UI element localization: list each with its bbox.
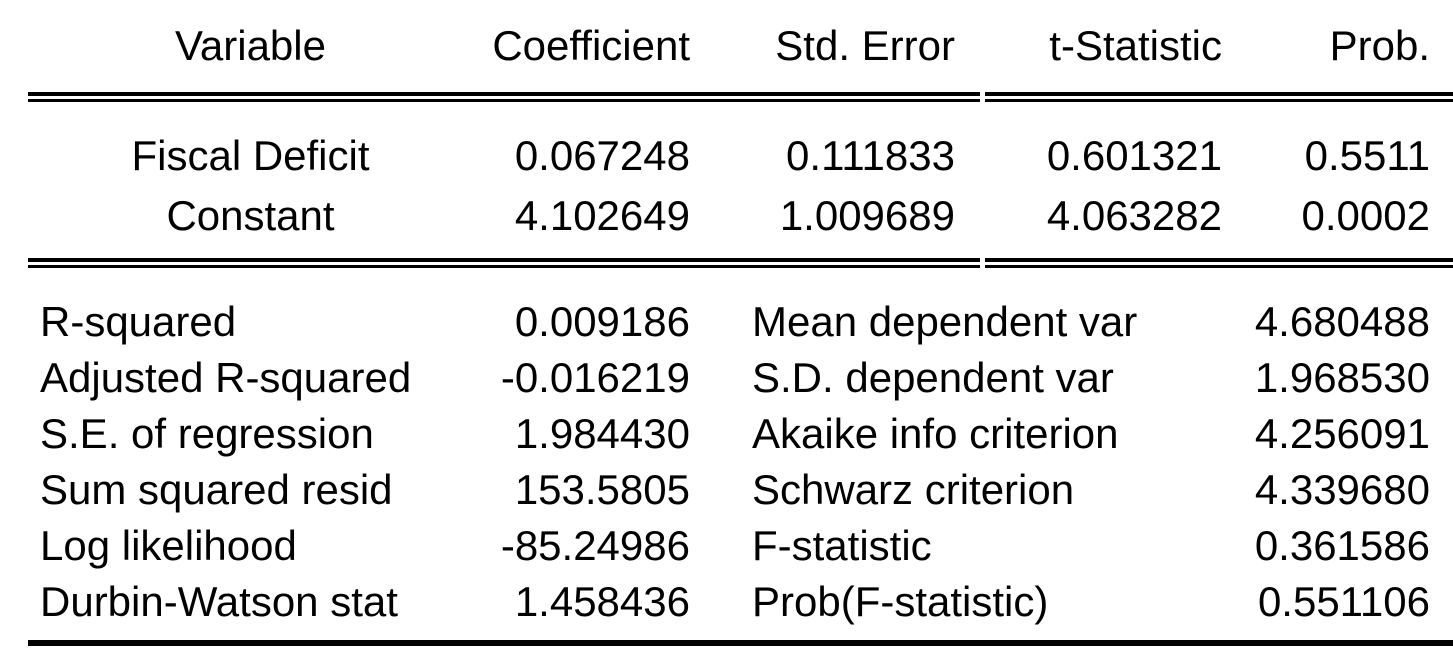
stat-label: Schwarz criterion <box>752 466 1075 513</box>
column-gap <box>690 518 752 574</box>
column-gap <box>690 574 752 630</box>
column-header-t-statistic: t-Statistic <box>1049 22 1222 69</box>
rule-seam <box>980 91 985 103</box>
rule-line <box>28 264 1453 268</box>
cell-std-error: 1.009689 <box>779 192 955 239</box>
stat-value: 153.5805 <box>514 466 690 513</box>
column-gap <box>690 350 752 406</box>
cell-std-error: 0.111833 <box>786 132 955 179</box>
summary-divider-rule <box>28 257 1453 269</box>
stat-value: -0.016219 <box>500 354 690 401</box>
stat-label: R-squared <box>40 298 237 345</box>
stat-value: 4.339680 <box>1254 466 1430 513</box>
column-header-coefficient: Coefficient <box>492 22 690 69</box>
stat-label: Mean dependent var <box>752 298 1138 345</box>
cell-prob: 0.5511 <box>1304 132 1430 179</box>
cell-t-statistic: 4.063282 <box>1046 192 1222 239</box>
coefficient-table-header: Variable Coefficient Std. Error t-Statis… <box>0 0 1453 92</box>
column-header-variable: Variable <box>175 22 326 69</box>
stat-label: S.D. dependent var <box>752 354 1114 401</box>
cell-variable: Constant <box>166 192 335 239</box>
column-header-prob: Prob. <box>1329 22 1430 69</box>
column-header-std-error: Std. Error <box>775 22 955 69</box>
rule-line <box>28 98 1453 102</box>
stat-value: 4.680488 <box>1254 298 1430 345</box>
stat-label: F-statistic <box>752 522 932 569</box>
stat-label: Prob(F-statistic) <box>752 578 1049 625</box>
stat-label: S.E. of regression <box>40 410 374 457</box>
column-gap <box>690 294 752 350</box>
rule-line <box>28 258 1453 262</box>
column-gap <box>690 462 752 518</box>
cell-coefficient: 0.067248 <box>514 132 690 179</box>
stat-value: 1.968530 <box>1254 354 1430 401</box>
stat-value: 0.009186 <box>514 298 690 345</box>
coefficient-table-body: Fiscal Deficit 0.067248 0.111833 0.60132… <box>0 102 1453 258</box>
header-divider-rule <box>28 91 1453 103</box>
stat-label: Log likelihood <box>40 522 297 569</box>
stat-label: Akaike info criterion <box>752 410 1119 457</box>
cell-coefficient: 4.102649 <box>514 192 690 239</box>
cell-t-statistic: 0.601321 <box>1046 132 1222 179</box>
cell-variable: Fiscal Deficit <box>131 132 370 179</box>
bottom-rule <box>28 640 1453 646</box>
stat-value: 0.551106 <box>1257 578 1430 625</box>
stat-value: 1.984430 <box>514 410 690 457</box>
rule-line <box>28 92 1453 96</box>
stat-label: Sum squared resid <box>40 466 393 513</box>
cell-prob: 0.0002 <box>1301 192 1430 239</box>
stat-value: -85.24986 <box>500 522 690 569</box>
rule-seam <box>980 257 985 269</box>
stat-value: 0.361586 <box>1254 522 1430 569</box>
column-gap <box>690 406 752 462</box>
summary-statistics: R-squared 0.009186 Mean dependent var 4.… <box>0 268 1453 630</box>
stat-label: Durbin-Watson stat <box>40 578 398 625</box>
stat-value: 1.458436 <box>514 578 690 625</box>
stat-value: 4.256091 <box>1254 410 1430 457</box>
stat-label: Adjusted R-squared <box>40 354 412 401</box>
